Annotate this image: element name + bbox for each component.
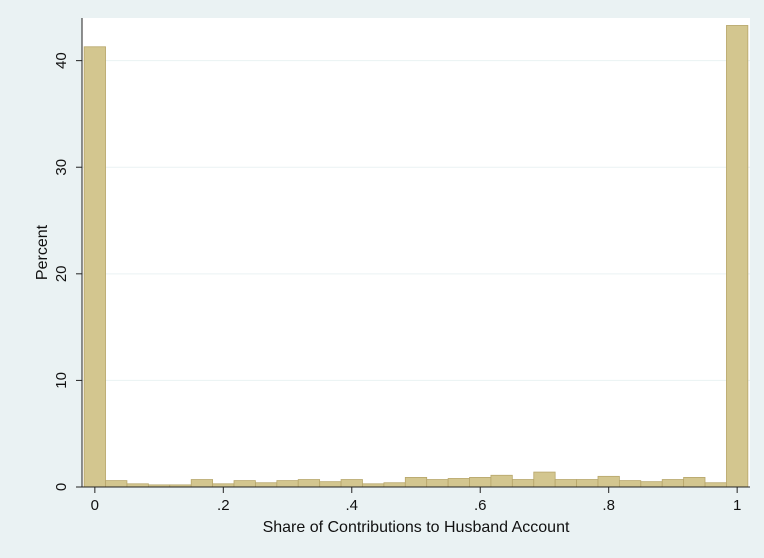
histogram-bar-23 [576, 479, 599, 488]
histogram-bar-8 [255, 482, 278, 488]
x-tick-label-0: 0 [91, 497, 99, 514]
y-tick-label-30: 30 [53, 159, 70, 176]
histogram-bar-24 [597, 475, 620, 488]
histogram-bars [83, 25, 749, 488]
histogram-bar-17 [447, 478, 470, 488]
histogram-bar-28 [683, 477, 706, 488]
histogram-bar-26 [640, 481, 663, 488]
tick-marks [76, 60, 738, 493]
axes [81, 18, 750, 488]
histogram-bar-1 [105, 480, 128, 488]
histogram-bar-21 [533, 471, 556, 488]
histogram-bar-18 [469, 477, 492, 488]
histogram-bar-15 [404, 477, 428, 488]
histogram-bar-25 [618, 480, 642, 488]
histogram-bar-5 [190, 479, 214, 488]
histogram-bar-0 [83, 46, 106, 488]
histogram-bar-10 [297, 479, 321, 488]
gridlines [82, 60, 750, 381]
x-tick-label-.4: .4 [346, 497, 359, 514]
histogram-bar-19 [490, 474, 513, 488]
histogram-bar-16 [426, 479, 449, 488]
histogram-bar-27 [661, 479, 685, 488]
histogram-bar-9 [276, 480, 299, 488]
histogram-bar-29 [704, 482, 727, 488]
y-tick-label-20: 20 [53, 265, 70, 282]
x-axis-title: Share of Contributions to Husband Accoun… [263, 519, 570, 536]
x-tick-label-.8: .8 [602, 497, 615, 514]
plot-area [82, 18, 750, 487]
histogram-bar-14 [383, 482, 406, 488]
y-tick-label-10: 10 [53, 372, 70, 389]
histogram-bar-30 [726, 25, 749, 488]
x-tick-label-.2: .2 [217, 497, 230, 514]
histogram-bar-12 [340, 479, 363, 488]
histogram-bar-22 [554, 479, 577, 488]
y-tick-label-40: 40 [53, 52, 70, 69]
histogram-bar-20 [511, 479, 535, 488]
y-tick-label-0: 0 [53, 483, 70, 491]
histogram-bar-11 [319, 481, 342, 488]
y-axis-title: Percent [34, 224, 51, 280]
x-tick-label-.6: .6 [474, 497, 487, 514]
x-tick-label-1: 1 [733, 497, 741, 514]
histogram-bar-7 [233, 480, 256, 488]
